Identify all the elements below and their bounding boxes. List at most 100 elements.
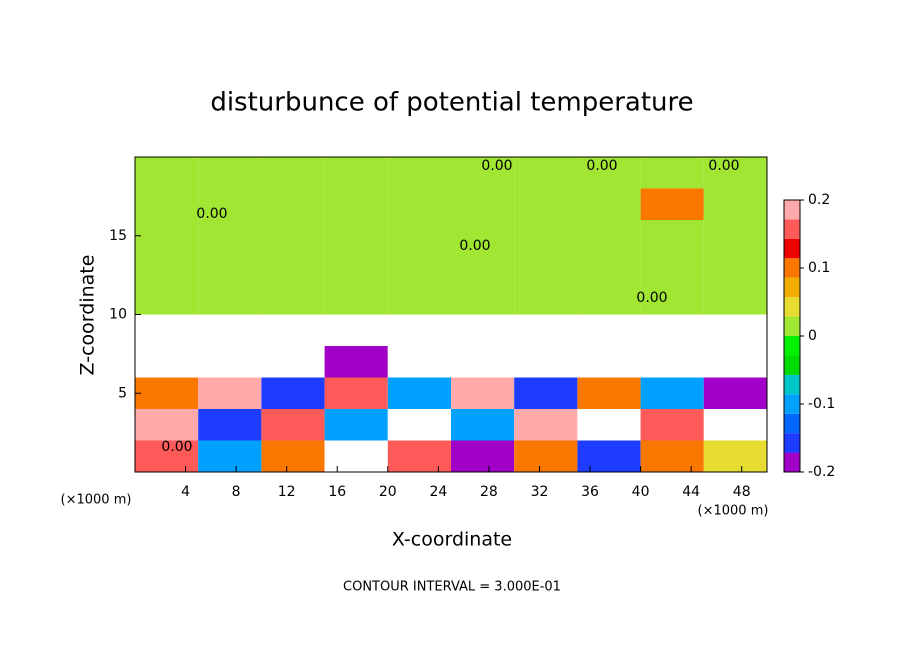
x-tick-label: 40 (632, 484, 650, 500)
cell (451, 251, 515, 283)
cell (135, 220, 199, 252)
colorbar-tick-label: 0.2 (808, 192, 830, 208)
colorbar-swatch (784, 394, 800, 414)
cell (514, 283, 578, 315)
contour-label: 0.00 (459, 238, 490, 254)
cell (198, 251, 262, 283)
y-tick-label: 10 (109, 307, 127, 323)
cell (451, 440, 515, 472)
cell (514, 314, 578, 346)
cell (387, 283, 451, 315)
colorbar-swatch (784, 413, 800, 434)
x-tick-label: 36 (581, 484, 599, 500)
cell (261, 314, 325, 346)
colorbar-swatch (784, 297, 800, 317)
cell (261, 377, 325, 409)
y-tick-label: 5 (118, 385, 127, 401)
cell (198, 440, 262, 472)
cell (577, 377, 641, 409)
cell (514, 409, 578, 441)
cell (703, 409, 767, 441)
cell (703, 220, 767, 252)
cell (703, 377, 767, 409)
cell (198, 283, 262, 315)
cell (387, 188, 451, 220)
cell (135, 251, 199, 283)
cell (577, 409, 641, 441)
cell (261, 188, 325, 220)
colorbar-swatch (784, 219, 800, 239)
cell (324, 440, 388, 472)
cell (261, 220, 325, 252)
cell (640, 314, 704, 346)
contour-label: 0.00 (161, 439, 192, 455)
cell (198, 377, 262, 409)
cell (387, 409, 451, 441)
x-tick-label: 12 (278, 484, 296, 500)
colorbar-swatch (784, 258, 800, 278)
x-tick-label: 24 (429, 484, 447, 500)
cell (640, 157, 704, 189)
colorbar-tick-label: 0.1 (808, 260, 830, 276)
x-tick-label: 32 (531, 484, 549, 500)
cell (135, 188, 199, 220)
colorbar-swatch (784, 336, 800, 356)
x-tick-label: 4 (181, 484, 190, 500)
cell (514, 188, 578, 220)
colorbar-swatch (784, 433, 800, 453)
cell (703, 283, 767, 315)
cell (577, 440, 641, 472)
cell (577, 251, 641, 283)
cell (451, 377, 515, 409)
cell (640, 188, 704, 220)
cell (640, 346, 704, 378)
cell (135, 377, 199, 409)
cell (261, 283, 325, 315)
cell (261, 440, 325, 472)
x-tick-label: 8 (232, 484, 241, 500)
cell (198, 346, 262, 378)
cell (640, 409, 704, 441)
colorbar-tick-label: -0.2 (808, 464, 835, 480)
cell (198, 188, 262, 220)
cell (324, 157, 388, 189)
colorbar-swatch (784, 277, 800, 298)
colorbar-tick-label: -0.1 (808, 396, 835, 412)
cell (577, 157, 641, 189)
cell (451, 220, 515, 252)
cell (324, 377, 388, 409)
x-unit: (×1000 m) (698, 504, 769, 519)
cell (324, 346, 388, 378)
cell (640, 251, 704, 283)
cell (135, 409, 199, 441)
cell (387, 157, 451, 189)
cell (387, 440, 451, 472)
cell (514, 346, 578, 378)
cell (261, 157, 325, 189)
cell (387, 377, 451, 409)
y-unit: (×1000 m) (61, 493, 132, 508)
x-tick-label: 48 (733, 484, 751, 500)
cell (135, 283, 199, 315)
cell (324, 251, 388, 283)
heatmap (135, 157, 767, 472)
cell (451, 283, 515, 315)
cell (135, 440, 199, 472)
cell (703, 157, 767, 189)
cell (135, 346, 199, 378)
cell (640, 440, 704, 472)
cell (451, 346, 515, 378)
cell (640, 377, 704, 409)
x-axis-label: X-coordinate (392, 529, 512, 551)
cell (324, 188, 388, 220)
cell (451, 188, 515, 220)
cell (387, 220, 451, 252)
cell (703, 188, 767, 220)
cell (198, 314, 262, 346)
chart-title: disturbunce of potential temperature (210, 88, 693, 118)
footnote: CONTOUR INTERVAL = 3.000E-01 (343, 580, 561, 595)
cell (387, 314, 451, 346)
cell (261, 251, 325, 283)
contour-label: 0.00 (636, 290, 667, 306)
cell (703, 346, 767, 378)
